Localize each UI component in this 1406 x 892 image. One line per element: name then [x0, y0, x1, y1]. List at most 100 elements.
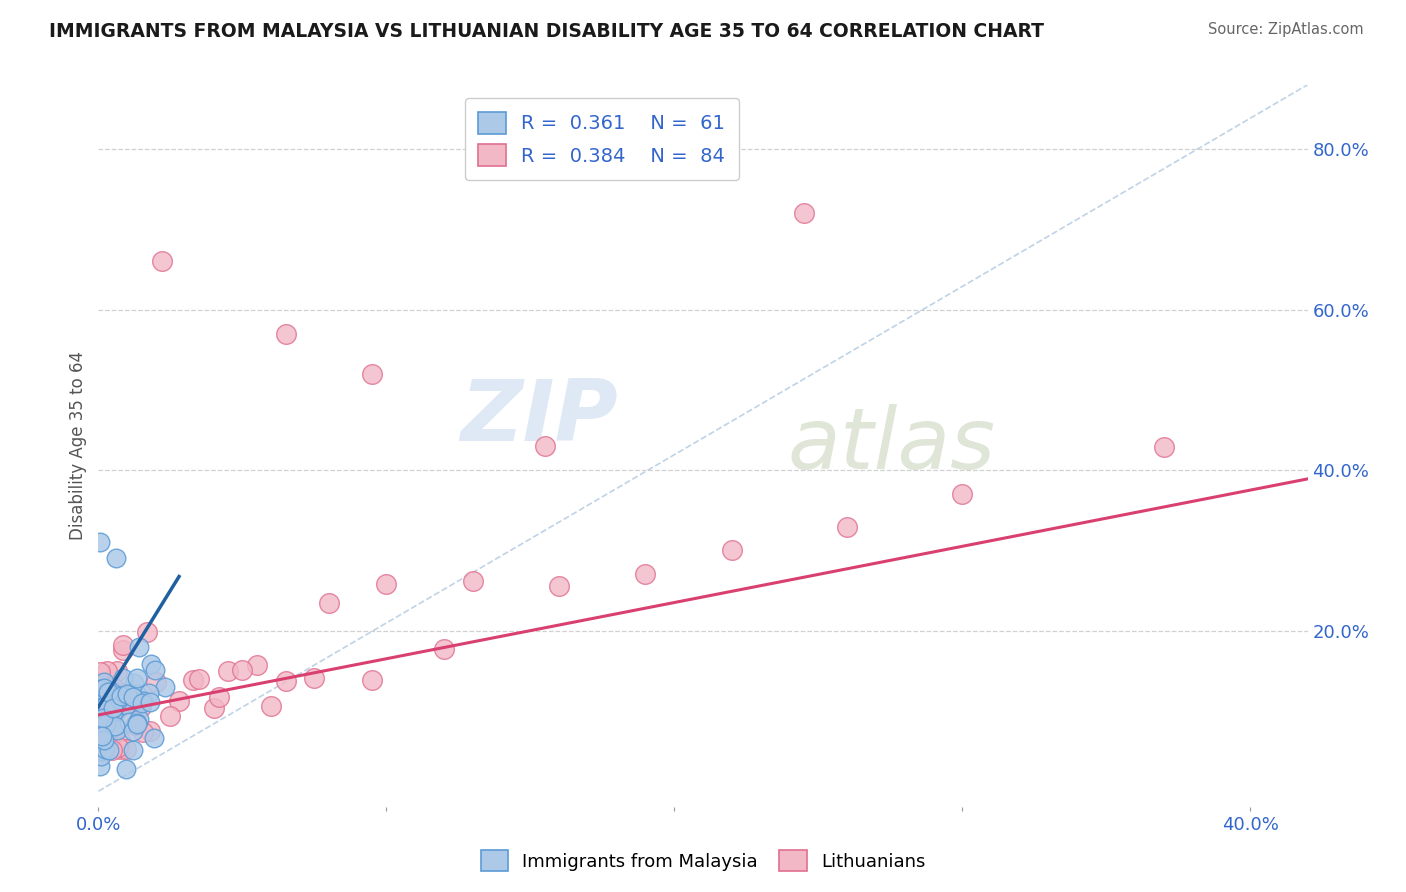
Point — [231, 663, 253, 677]
Point — [127, 671, 149, 685]
Point — [139, 657, 162, 672]
Point — [118, 714, 141, 729]
Point — [89, 687, 111, 701]
Point — [117, 685, 139, 699]
Point — [91, 744, 114, 758]
Point — [950, 486, 973, 500]
Point — [107, 739, 129, 754]
Point — [122, 743, 145, 757]
Point — [260, 698, 283, 713]
Point — [89, 535, 111, 549]
Point — [89, 731, 111, 745]
Point — [122, 690, 145, 705]
Point — [98, 743, 121, 757]
Point — [104, 704, 127, 718]
Point — [89, 725, 111, 739]
Point — [167, 694, 190, 708]
Point — [124, 717, 146, 731]
Point — [91, 743, 114, 757]
Point — [108, 742, 131, 756]
Point — [90, 748, 112, 763]
Point — [304, 671, 326, 685]
Point — [94, 681, 117, 696]
Point — [104, 686, 127, 700]
Point — [145, 663, 167, 677]
Point — [89, 716, 111, 731]
Text: atlas: atlas — [787, 404, 995, 488]
Point — [96, 694, 118, 708]
Point — [96, 711, 118, 725]
Point — [634, 566, 657, 581]
Point — [105, 665, 128, 679]
Point — [103, 700, 125, 714]
Point — [100, 684, 122, 698]
Point — [97, 715, 120, 730]
Text: IMMIGRANTS FROM MALAYSIA VS LITHUANIAN DISABILITY AGE 35 TO 64 CORRELATION CHART: IMMIGRANTS FROM MALAYSIA VS LITHUANIAN D… — [49, 22, 1045, 41]
Point — [115, 698, 138, 712]
Point — [132, 725, 155, 739]
Point — [159, 708, 181, 723]
Point — [217, 664, 239, 678]
Point — [89, 676, 111, 690]
Point — [91, 678, 114, 692]
Point — [101, 723, 124, 738]
Text: Source: ZipAtlas.com: Source: ZipAtlas.com — [1208, 22, 1364, 37]
Point — [97, 685, 120, 699]
Point — [122, 724, 145, 739]
Point — [96, 664, 118, 678]
Point — [97, 697, 120, 711]
Point — [108, 695, 131, 709]
Text: ZIP: ZIP — [461, 376, 619, 458]
Point — [548, 579, 571, 593]
Point — [202, 701, 225, 715]
Point — [94, 716, 117, 731]
Point — [131, 696, 153, 710]
Point — [93, 696, 115, 710]
Point — [143, 731, 166, 745]
Point — [112, 672, 135, 686]
Point — [115, 687, 138, 701]
Y-axis label: Disability Age 35 to 64: Disability Age 35 to 64 — [69, 351, 87, 541]
Point — [208, 690, 231, 704]
Point — [139, 695, 162, 709]
Point — [93, 723, 115, 737]
Point — [101, 701, 124, 715]
Point — [433, 641, 456, 656]
Point — [96, 704, 118, 718]
Point — [103, 699, 125, 714]
Point — [104, 719, 127, 733]
Point — [461, 574, 484, 588]
Point — [90, 696, 112, 710]
Point — [835, 519, 858, 533]
Point — [89, 675, 111, 690]
Point — [103, 706, 125, 720]
Point — [127, 715, 149, 730]
Point — [96, 698, 118, 713]
Point — [89, 744, 111, 758]
Point — [91, 732, 114, 747]
Point — [89, 707, 111, 722]
Point — [96, 709, 118, 723]
Point — [128, 713, 150, 727]
Point — [361, 673, 384, 687]
Point — [318, 596, 340, 610]
Point — [124, 696, 146, 710]
Point — [533, 439, 555, 453]
Point — [136, 625, 159, 640]
Point — [361, 367, 384, 381]
Point — [246, 657, 269, 672]
Point — [89, 681, 111, 696]
Point — [125, 717, 148, 731]
Point — [274, 326, 297, 341]
Point — [128, 640, 150, 654]
Point — [105, 698, 128, 712]
Point — [101, 701, 124, 715]
Point — [110, 689, 132, 703]
Point — [94, 699, 117, 714]
Point — [89, 690, 111, 704]
Point — [96, 715, 118, 730]
Point — [91, 711, 114, 725]
Point — [112, 643, 135, 657]
Point — [100, 743, 122, 757]
Point — [93, 681, 115, 695]
